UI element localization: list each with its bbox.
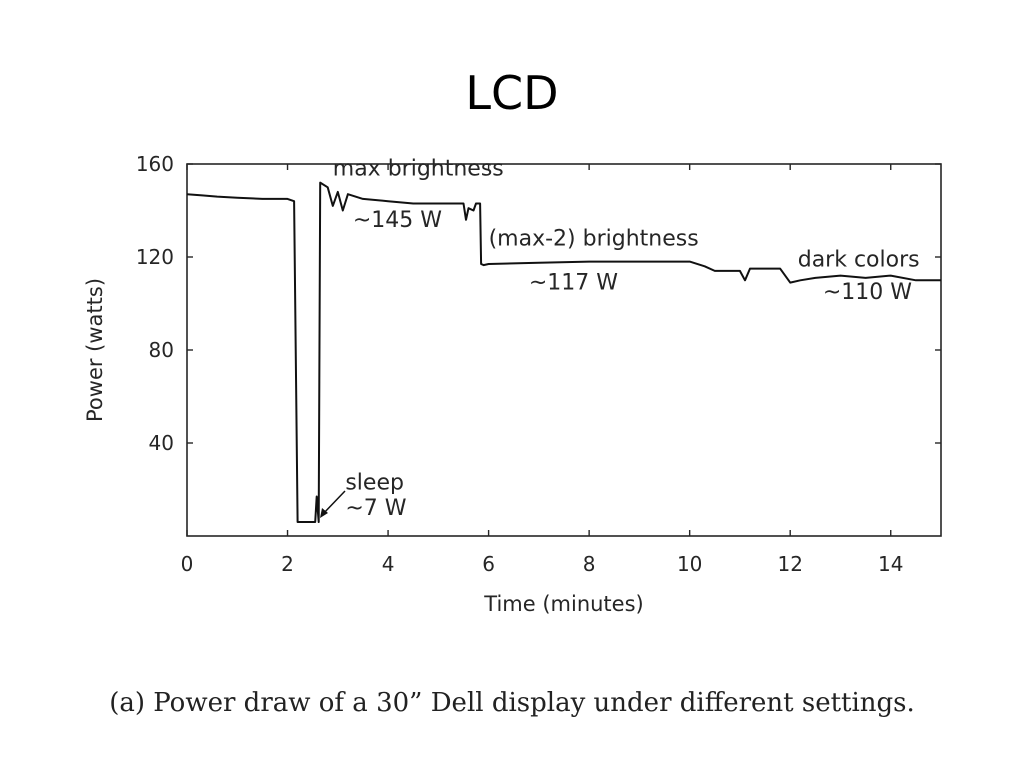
sleep-arrow-line	[321, 490, 346, 516]
y-axis-label: Power (watts)	[83, 278, 107, 422]
x-tick-label: 2	[281, 552, 294, 576]
chart-annotation: sleep	[345, 471, 404, 496]
chart-annotation: (max-2) brightness	[489, 226, 699, 251]
x-tick-label: 12	[777, 552, 802, 576]
x-axis-label: Time (minutes)	[483, 592, 643, 616]
x-tick-label: 14	[878, 552, 903, 576]
chart-annotation: dark colors	[798, 247, 920, 272]
chart-annotation: max brightness	[333, 157, 504, 182]
x-tick-label: 0	[181, 552, 194, 576]
chart-annotation: ~7 W	[345, 496, 406, 521]
x-tick-label: 4	[382, 552, 395, 576]
line-chart: 0 2 4 6 8 10 12 14 40 80 120 160 max brightness ~14…	[83, 152, 942, 616]
y-tick-label: 160	[136, 152, 174, 176]
plot-frame	[186, 163, 942, 537]
x-tick-label: 10	[677, 552, 702, 576]
power-series-line	[186, 181, 941, 523]
x-tick-label: 8	[583, 552, 596, 576]
figure-caption: (a) Power draw of a 30” Dell display und…	[109, 688, 915, 718]
chart-annotation: ~145 W	[353, 208, 442, 233]
sleep-arrow-head	[320, 508, 328, 518]
y-tick-label: 80	[149, 338, 174, 362]
chart-annotation: ~110 W	[823, 280, 912, 305]
y-tick-label: 40	[149, 431, 174, 455]
chart-annotation: ~117 W	[529, 271, 618, 296]
x-tick-label: 6	[482, 552, 495, 576]
y-tick-label: 120	[136, 245, 174, 269]
page-title: LCD	[465, 66, 559, 120]
